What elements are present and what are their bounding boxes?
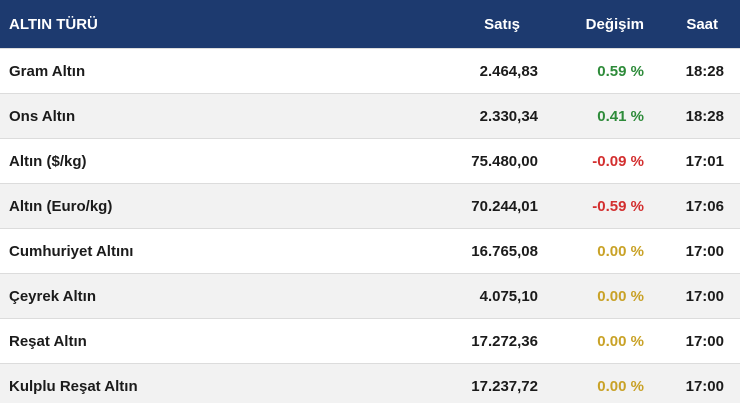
row-sell: 2.464,83 bbox=[479, 62, 538, 80]
row-change: 0.00 % bbox=[597, 242, 644, 260]
row-name[interactable]: Ons Altın bbox=[9, 107, 76, 125]
table-header: ALTIN TÜRÜ Satış Değişim Saat bbox=[0, 0, 740, 48]
header-name[interactable]: ALTIN TÜRÜ bbox=[9, 15, 98, 33]
row-time: 17:00 bbox=[685, 242, 724, 260]
row-time: 17:01 bbox=[685, 152, 724, 170]
row-change: -0.59 % bbox=[592, 197, 644, 215]
row-name[interactable]: Reşat Altın bbox=[9, 332, 87, 350]
table-row[interactable]: Altın (Euro/kg) 70.244,01 -0.59 % 17:06 bbox=[0, 183, 740, 228]
row-change: 0.00 % bbox=[597, 287, 644, 305]
row-time: 18:28 bbox=[685, 107, 724, 125]
row-sell: 17.237,72 bbox=[471, 377, 538, 395]
row-sell: 75.480,00 bbox=[471, 152, 538, 170]
row-time: 17:00 bbox=[685, 377, 724, 395]
header-sell[interactable]: Satış bbox=[484, 15, 520, 33]
table-row[interactable]: Ons Altın 2.330,34 0.41 % 18:28 bbox=[0, 93, 740, 138]
table-row[interactable]: Gram Altın 2.464,83 0.59 % 18:28 bbox=[0, 48, 740, 93]
row-sell: 4.075,10 bbox=[479, 287, 538, 305]
row-time: 17:00 bbox=[685, 287, 724, 305]
header-change[interactable]: Değişim bbox=[585, 15, 644, 33]
row-change: 0.59 % bbox=[597, 62, 644, 80]
table-row[interactable]: Çeyrek Altın 4.075,10 0.00 % 17:00 bbox=[0, 273, 740, 318]
row-name[interactable]: Altın ($/kg) bbox=[9, 152, 87, 170]
row-sell: 17.272,36 bbox=[471, 332, 538, 350]
row-name[interactable]: Çeyrek Altın bbox=[9, 287, 96, 305]
row-name[interactable]: Kulplu Reşat Altın bbox=[9, 377, 138, 395]
table-row[interactable]: Reşat Altın 17.272,36 0.00 % 17:00 bbox=[0, 318, 740, 363]
table-row[interactable]: Kulplu Reşat Altın 17.237,72 0.00 % 17:0… bbox=[0, 363, 740, 403]
table-row[interactable]: Altın ($/kg) 75.480,00 -0.09 % 17:01 bbox=[0, 138, 740, 183]
row-change: 0.41 % bbox=[597, 107, 644, 125]
row-change: 0.00 % bbox=[597, 377, 644, 395]
row-name[interactable]: Cumhuriyet Altını bbox=[9, 242, 134, 260]
table-row[interactable]: Cumhuriyet Altını 16.765,08 0.00 % 17:00 bbox=[0, 228, 740, 273]
row-sell: 16.765,08 bbox=[471, 242, 538, 260]
row-name[interactable]: Gram Altın bbox=[9, 62, 86, 80]
row-sell: 70.244,01 bbox=[471, 197, 538, 215]
row-change: -0.09 % bbox=[592, 152, 644, 170]
row-time: 17:00 bbox=[685, 332, 724, 350]
row-time: 18:28 bbox=[685, 62, 724, 80]
row-sell: 2.330,34 bbox=[479, 107, 538, 125]
row-time: 17:06 bbox=[685, 197, 724, 215]
row-name[interactable]: Altın (Euro/kg) bbox=[9, 197, 113, 215]
row-change: 0.00 % bbox=[597, 332, 644, 350]
header-time[interactable]: Saat bbox=[686, 15, 718, 33]
